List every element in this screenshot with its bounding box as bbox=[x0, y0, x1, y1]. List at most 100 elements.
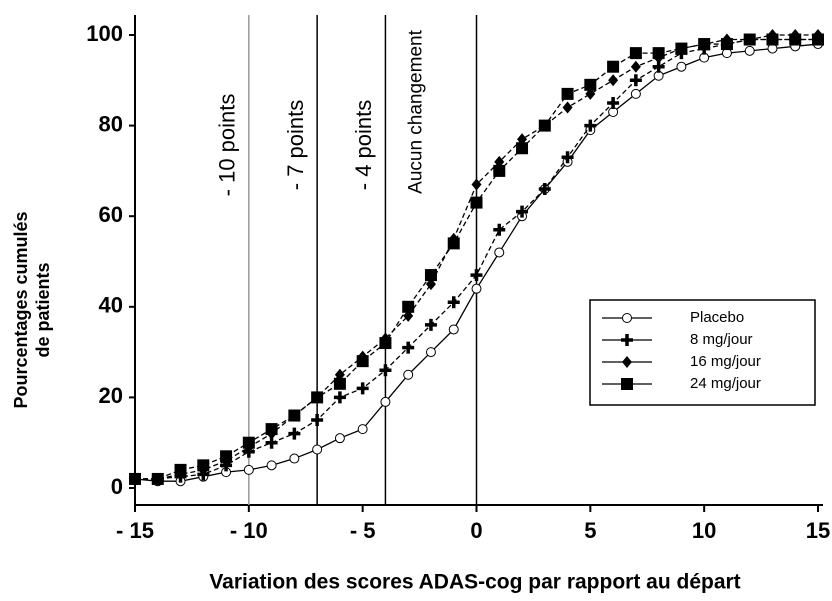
marker bbox=[424, 318, 437, 331]
marker bbox=[561, 151, 574, 164]
marker bbox=[743, 33, 756, 46]
marker bbox=[334, 433, 345, 444]
marker bbox=[356, 355, 369, 368]
marker bbox=[266, 460, 277, 471]
marker bbox=[447, 296, 460, 309]
y-axis-title: Pourcentages cumulés bbox=[11, 211, 31, 408]
x-tick-label: - 10 bbox=[230, 518, 268, 543]
marker bbox=[538, 119, 551, 132]
marker bbox=[675, 42, 688, 55]
marker bbox=[630, 60, 641, 73]
marker bbox=[471, 178, 482, 191]
marker bbox=[584, 78, 597, 91]
x-tick-label: 0 bbox=[470, 518, 482, 543]
marker bbox=[516, 205, 529, 218]
marker bbox=[493, 164, 506, 177]
marker bbox=[621, 334, 633, 346]
marker bbox=[561, 87, 574, 100]
x-tick-label: 15 bbox=[806, 518, 830, 543]
legend-label: 8 mg/jour bbox=[690, 331, 753, 348]
marker bbox=[265, 423, 278, 436]
y-tick-label: 100 bbox=[86, 21, 123, 46]
marker bbox=[608, 74, 619, 87]
marker bbox=[607, 96, 620, 109]
marker bbox=[402, 300, 415, 313]
marker bbox=[356, 382, 369, 395]
marker bbox=[447, 237, 460, 250]
marker bbox=[129, 472, 141, 485]
y-tick-label: 0 bbox=[111, 474, 123, 499]
annotation: - 10 points bbox=[215, 94, 240, 197]
marker bbox=[424, 269, 437, 282]
y-tick-label: 40 bbox=[99, 293, 123, 318]
marker bbox=[379, 364, 392, 377]
marker bbox=[243, 464, 254, 475]
x-axis-title: Variation des scores ADAS-cog par rappor… bbox=[209, 571, 740, 594]
marker bbox=[584, 119, 597, 132]
marker bbox=[403, 309, 414, 322]
marker bbox=[629, 74, 642, 87]
annotation: Aucun changement bbox=[406, 29, 427, 193]
marker bbox=[334, 368, 345, 381]
marker bbox=[470, 269, 483, 282]
x-tick-label: - 5 bbox=[350, 518, 376, 543]
marker bbox=[448, 324, 459, 335]
marker bbox=[622, 313, 632, 323]
marker bbox=[312, 444, 323, 455]
x-tick-label: 10 bbox=[692, 518, 716, 543]
marker bbox=[629, 47, 642, 60]
marker bbox=[493, 223, 506, 236]
marker bbox=[517, 133, 528, 146]
marker bbox=[494, 155, 505, 168]
marker bbox=[622, 356, 632, 368]
marker bbox=[789, 33, 802, 46]
legend-label: Placebo bbox=[690, 309, 744, 326]
marker bbox=[197, 459, 210, 472]
marker bbox=[288, 427, 301, 440]
marker bbox=[562, 101, 573, 114]
marker bbox=[585, 87, 596, 100]
marker bbox=[380, 396, 391, 407]
marker bbox=[425, 278, 436, 291]
y-tick-label: 60 bbox=[99, 202, 123, 227]
marker bbox=[425, 347, 436, 358]
marker bbox=[494, 247, 505, 258]
marker bbox=[812, 33, 824, 46]
marker bbox=[766, 33, 779, 46]
marker bbox=[289, 453, 300, 464]
marker bbox=[379, 337, 392, 350]
marker bbox=[652, 47, 665, 60]
marker bbox=[220, 450, 233, 463]
marker bbox=[630, 88, 641, 99]
marker bbox=[402, 341, 415, 354]
annotation: - 4 points bbox=[351, 100, 376, 191]
marker bbox=[471, 283, 482, 294]
marker bbox=[621, 378, 633, 390]
marker bbox=[242, 436, 255, 449]
marker bbox=[357, 424, 368, 435]
marker bbox=[288, 409, 301, 422]
marker bbox=[744, 45, 755, 56]
x-tick-label: - 15 bbox=[116, 518, 154, 543]
marker bbox=[720, 38, 733, 51]
marker bbox=[676, 61, 687, 72]
marker bbox=[333, 377, 346, 390]
marker bbox=[174, 463, 187, 476]
marker bbox=[151, 472, 164, 485]
marker bbox=[470, 196, 483, 209]
legend-label: 24 mg/jour bbox=[690, 375, 761, 392]
marker bbox=[516, 142, 529, 155]
marker bbox=[403, 369, 414, 380]
x-tick-label: 5 bbox=[584, 518, 596, 543]
marker bbox=[698, 38, 711, 51]
y-tick-label: 20 bbox=[99, 383, 123, 408]
marker bbox=[538, 183, 551, 196]
marker bbox=[311, 391, 324, 404]
marker bbox=[607, 60, 620, 73]
y-tick-label: 80 bbox=[99, 111, 123, 136]
legend-label: 16 mg/jour bbox=[690, 353, 761, 370]
marker bbox=[333, 391, 346, 404]
marker bbox=[311, 414, 324, 427]
annotation: - 7 points bbox=[283, 100, 308, 191]
